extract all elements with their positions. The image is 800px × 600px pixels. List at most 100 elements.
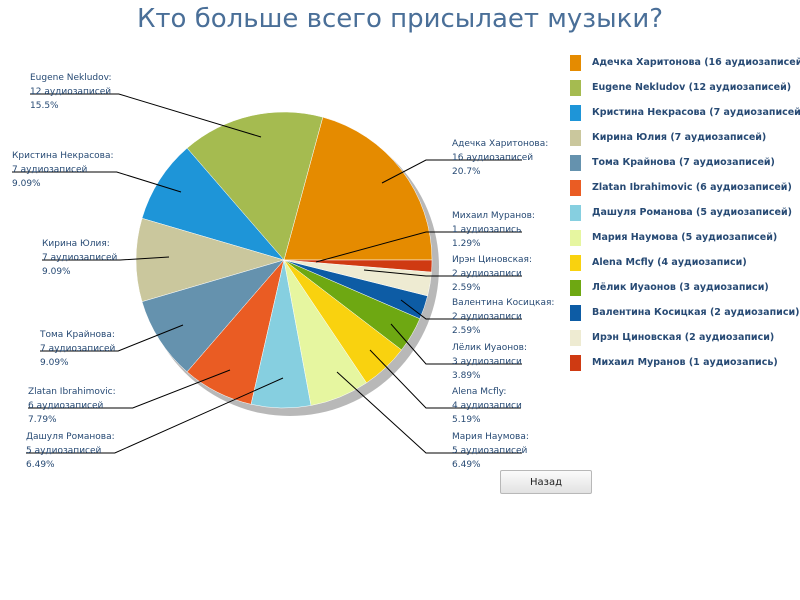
pie-slice (283, 116, 433, 261)
legend-item: Лёлик Иуаонов (3 аудиозаписи) (570, 275, 800, 300)
callout-count: 4 аудиозаписи (452, 401, 522, 411)
legend-swatch (570, 354, 581, 371)
legend-item: Тома Крайнова (7 аудиозаписей) (570, 150, 800, 175)
callout-percent: 2.59% (452, 283, 481, 293)
callout-percent: 6.49% (26, 460, 55, 470)
pie-slice (141, 259, 285, 373)
callout-percent: 15.5% (30, 101, 59, 111)
callout-name: Eugene Nekludov: (30, 73, 112, 83)
callout-name: Alena Mcfly: (452, 387, 506, 397)
legend-label: Адечка Харитонова (16 аудиозаписей (592, 57, 800, 68)
callout-count: 16 аудиозаписей (452, 153, 533, 163)
callout-percent: 6.49% (452, 460, 481, 470)
legend-label: Кирина Юлия (7 аудиозаписей) (592, 132, 767, 143)
legend-label: Eugene Nekludov (12 аудиозаписей) (592, 82, 792, 93)
slice-callout: Мария Наумова: 5 аудиозаписей 6.49% (336, 371, 529, 470)
legend-item: Кристина Некрасова (7 аудиозаписей) (570, 100, 800, 125)
callout-count: 7 аудиозаписей (12, 165, 88, 175)
leader-line (363, 269, 448, 277)
leader-line (381, 159, 448, 184)
slice-callout: Лёлик Иуаонов: 3 аудиозаписи 3.89% (390, 323, 527, 381)
pie-slice (283, 259, 433, 273)
callout-percent: 9.09% (12, 179, 41, 189)
leader-line (315, 231, 448, 263)
legend-swatch (570, 254, 581, 271)
legend-item: Мария Наумова (5 аудиозаписей) (570, 225, 800, 250)
legend-swatch (570, 154, 581, 171)
leader-line (390, 323, 448, 365)
leader-line (400, 299, 448, 320)
callout-count: 7 аудиозаписей (42, 253, 118, 263)
callout-percent: 7.79% (28, 415, 57, 425)
callout-name: Ирэн Циновская: (452, 255, 532, 265)
legend-swatch (570, 129, 581, 146)
callout-percent: 1.29% (452, 239, 481, 249)
slice-callout: Валентина Косицкая: 2 аудиозаписи 2.59% (400, 298, 554, 336)
slice-callout: Eugene Nekludov: 12 аудиозаписей 15.5% (30, 73, 262, 138)
callout-percent: 5.19% (452, 415, 481, 425)
callout-name: Дашуля Романова: (26, 432, 115, 442)
leader-line (336, 371, 448, 454)
legend-swatch (570, 204, 581, 221)
legend-label: Ирэн Циновская (2 аудиозаписи) (592, 332, 775, 343)
legend-swatch (570, 79, 581, 96)
callout-name: Кирина Юлия: (42, 239, 110, 249)
legend-swatch (570, 304, 581, 321)
callout-count: 2 аудиозаписи (452, 269, 522, 279)
callout-name: Адечка Харитонова: (452, 139, 548, 149)
callout-count: 3 аудиозаписи (452, 357, 522, 367)
back-button[interactable]: Назад (500, 470, 592, 494)
legend-swatch (570, 104, 581, 121)
slice-callout: Alena Mcfly: 4 аудиозаписи 5.19% (369, 349, 522, 425)
callout-name: Лёлик Иуаонов: (452, 343, 527, 353)
slice-callout: Адечка Харитонова: 16 аудиозаписей 20.7% (381, 139, 548, 184)
legend-label: Alena Mcfly (4 аудиозаписи) (592, 257, 747, 268)
legend-swatch (570, 329, 581, 346)
slice-callout: Тома Крайнова: 7 аудиозаписей 9.09% (39, 324, 184, 368)
legend-label: Дашуля Романова (5 аудиозаписей) (592, 207, 792, 218)
callout-count: 5 аудиозаписей (26, 446, 102, 456)
legend-swatch (570, 179, 581, 196)
legend-label: Валентина Косицкая (2 аудиозаписи) (592, 307, 800, 318)
legend-label: Лёлик Иуаонов (3 аудиозаписи) (592, 282, 769, 293)
callout-name: Валентина Косицкая: (452, 298, 554, 308)
pie-chart: Адечка Харитонова: 16 аудиозаписей 20.7% Eu… (12, 73, 554, 470)
legend-item: Alena Mcfly (4 аудиозаписи) (570, 250, 800, 275)
callout-name: Тома Крайнова: (39, 330, 115, 340)
slice-callout: Кирина Юлия: 7 аудиозаписей 9.09% (42, 239, 170, 277)
legend-swatch (570, 54, 581, 71)
legend: Адечка Харитонова (16 аудиозаписей Eugene… (570, 50, 800, 375)
legend-label: Михаил Муранов (1 аудиозапись) (592, 357, 778, 368)
legend-item: Ирэн Циновская (2 аудиозаписи) (570, 325, 800, 350)
callout-percent: 3.89% (452, 371, 481, 381)
callout-count: 5 аудиозаписей (452, 446, 528, 456)
slice-callout: Дашуля Романова: 5 аудиозаписей 6.49% (26, 377, 284, 470)
pie-slice (186, 111, 324, 261)
callout-count: 2 аудиозаписи (452, 312, 522, 322)
leader-line (369, 349, 448, 409)
callout-name: Мария Наумова: (452, 432, 529, 442)
callout-count: 7 аудиозаписей (40, 344, 116, 354)
legend-item: Дашуля Романова (5 аудиозаписей) (570, 200, 800, 225)
legend-label: Мария Наумова (5 аудиозаписей) (592, 232, 778, 243)
chart-title: Кто больше всего присылает музыки? (136, 4, 664, 34)
legend-label: Zlatan Ibrahimovic (6 аудиозаписей) (592, 182, 792, 193)
callout-name: Михаил Муранов: (452, 211, 535, 221)
legend-swatch (570, 279, 581, 296)
legend-label: Тома Крайнова (7 аудиозаписей) (592, 157, 775, 168)
callout-name: Кристина Некрасова: (12, 151, 114, 161)
legend-item: Михаил Муранов (1 аудиозапись) (570, 350, 800, 375)
callout-percent: 9.09% (42, 267, 71, 277)
callout-name: Zlatan Ibrahimovic: (28, 387, 116, 397)
pie-slice (135, 217, 285, 303)
callout-count: 1 аудиозапись (452, 225, 521, 235)
slice-callout: Кристина Некрасова: 7 аудиозаписей 9.09% (12, 151, 182, 193)
pie-slice (141, 147, 285, 261)
legend-label: Кристина Некрасова (7 аудиозаписей) (592, 107, 800, 118)
callout-count: 6 аудиозаписей (28, 401, 104, 411)
legend-item: Eugene Nekludov (12 аудиозаписей) (570, 75, 800, 100)
legend-item: Адечка Харитонова (16 аудиозаписей (570, 50, 800, 75)
legend-item: Кирина Юлия (7 аудиозаписей) (570, 125, 800, 150)
legend-item: Zlatan Ibrahimovic (6 аудиозаписей) (570, 175, 800, 200)
callout-count: 12 аудиозаписей (30, 87, 111, 97)
